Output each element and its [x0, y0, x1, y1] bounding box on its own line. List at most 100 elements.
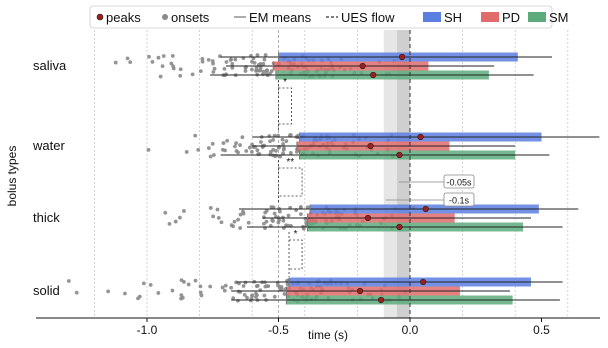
onset-point	[256, 152, 261, 157]
onset-point	[250, 59, 254, 64]
onset-point	[147, 54, 151, 59]
onset-point	[276, 220, 281, 225]
onset-point	[253, 144, 257, 149]
onset-point	[271, 137, 275, 142]
onset-point	[244, 149, 249, 153]
ues-band	[383, 30, 397, 318]
onset-point	[262, 293, 267, 298]
onset-point	[305, 205, 310, 210]
onset-point	[272, 211, 277, 216]
onset-point	[167, 222, 172, 226]
annotation-box	[443, 192, 475, 207]
onset-point	[198, 284, 203, 289]
onset-point	[261, 221, 266, 226]
onset-point	[137, 294, 142, 299]
onset-point	[206, 58, 211, 62]
onset-point	[163, 210, 168, 215]
onset-point	[274, 153, 279, 158]
onset-point	[208, 284, 213, 289]
onset-point	[284, 139, 289, 144]
onset-point	[160, 64, 165, 69]
significance-label: *	[283, 77, 287, 88]
onset-point	[182, 209, 186, 213]
onset-point	[255, 283, 260, 288]
onset-point	[218, 54, 222, 59]
annotation-text: -0.05s	[446, 178, 472, 188]
onset-point	[285, 282, 290, 287]
legend-patch-sh	[423, 12, 441, 22]
onset-point	[190, 72, 195, 77]
onset-point	[229, 57, 233, 62]
onset-point	[222, 288, 227, 293]
onset-point	[156, 55, 161, 60]
onset-point	[277, 144, 282, 149]
onset-point	[262, 57, 267, 62]
significance-label: *	[294, 229, 298, 240]
onset-point	[156, 291, 161, 295]
legend-box	[89, 5, 553, 29]
peak-marker	[417, 133, 424, 141]
onset-point	[221, 141, 226, 145]
y-tick-label: solid	[33, 283, 60, 298]
peak-marker	[359, 62, 366, 70]
legend-marker-onsets	[162, 14, 168, 20]
onset-point	[208, 206, 213, 210]
onset-point	[211, 70, 216, 74]
onset-point	[264, 208, 269, 213]
onset-point	[264, 219, 269, 224]
onset-point	[263, 284, 268, 289]
onset-point	[193, 133, 198, 138]
peak-marker	[356, 287, 364, 295]
onset-point	[171, 66, 176, 71]
x-tick-label: -1.0	[137, 323, 158, 337]
legend-patch-sm	[528, 12, 546, 22]
onset-point	[178, 73, 183, 78]
onset-point	[299, 212, 303, 216]
onset-point	[245, 295, 249, 300]
onset-point	[179, 296, 183, 301]
onset-point	[74, 290, 79, 295]
onset-point	[238, 212, 243, 217]
onset-point	[169, 61, 174, 66]
onset-point	[247, 145, 252, 150]
onset-point	[281, 147, 286, 152]
x-tick-label: 0.0	[402, 323, 419, 337]
y-axis-label: bolus types	[5, 146, 19, 207]
peak-marker	[396, 223, 403, 231]
peak-marker	[364, 214, 372, 222]
legend-label: SH	[444, 10, 462, 25]
onset-point	[193, 278, 198, 283]
onset-point	[276, 283, 280, 288]
onset-point	[66, 279, 71, 283]
onset-point	[236, 217, 241, 222]
y-tick-label: saliva	[33, 58, 67, 73]
peak-marker	[420, 278, 427, 286]
onset-point	[281, 142, 285, 146]
onset-point	[113, 60, 118, 65]
legend-label: PD	[502, 10, 520, 25]
onset-point	[258, 65, 263, 70]
onset-point	[261, 61, 266, 66]
legend-label: peaks	[106, 10, 141, 25]
onset-point	[231, 224, 236, 229]
onset-point	[215, 207, 220, 212]
onset-point	[220, 285, 225, 290]
legend-marker-peaks	[96, 13, 104, 21]
onset-point	[211, 214, 216, 219]
onset-point	[220, 147, 225, 152]
peak-marker	[396, 151, 403, 159]
onset-point	[254, 69, 258, 73]
onset-point	[241, 284, 246, 288]
onset-point	[173, 219, 178, 224]
onset-point	[234, 149, 239, 153]
onset-point	[125, 56, 130, 61]
onset-point	[236, 298, 240, 303]
onset-point	[250, 150, 254, 154]
onset-point	[248, 298, 253, 303]
onset-point	[148, 283, 153, 287]
onset-point	[279, 284, 284, 289]
onset-point	[230, 66, 235, 70]
onset-point	[243, 280, 248, 285]
onset-point	[231, 296, 236, 301]
